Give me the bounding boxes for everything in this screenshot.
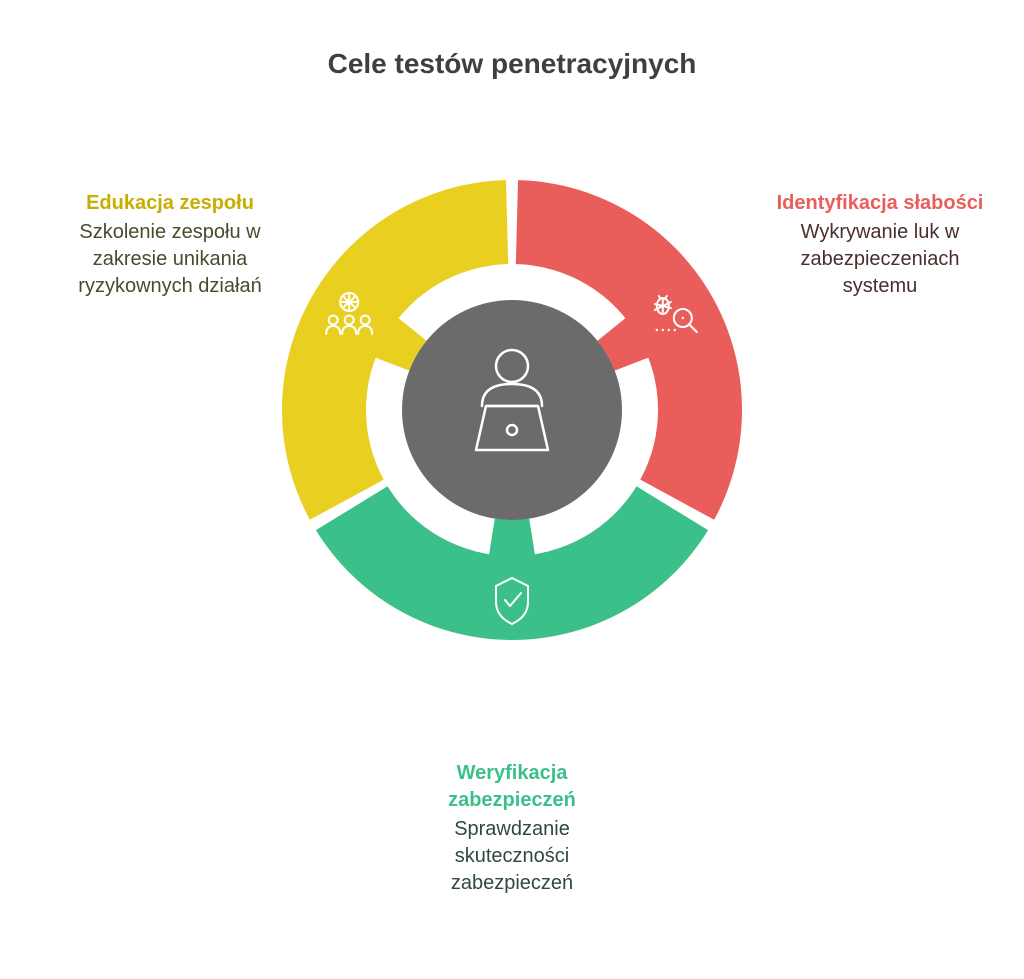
radial-diagram (282, 180, 742, 640)
verification-label: Weryfikacja zabezpieczeń Sprawdzanie sku… (402, 760, 622, 897)
verification-desc: Sprawdzanie skuteczności zabezpieczeń (402, 816, 622, 897)
weaknesses-desc: Wykrywanie luk w zabezpieczeniach system… (770, 219, 990, 300)
education-title: Edukacja zespołu (60, 190, 280, 217)
spoke-verification (489, 519, 535, 558)
weaknesses-label: Identyfikacja słabości Wykrywanie luk w … (770, 190, 990, 300)
page-title: Cele testów penetracyjnych (0, 48, 1024, 80)
verification-title: Weryfikacja zabezpieczeń (402, 760, 622, 814)
education-desc: Szkolenie zespołu w zakresie unikania ry… (60, 219, 280, 300)
weaknesses-title: Identyfikacja słabości (770, 190, 990, 217)
education-label: Edukacja zespołu Szkolenie zespołu w zak… (60, 190, 280, 300)
center-circle (402, 300, 622, 520)
